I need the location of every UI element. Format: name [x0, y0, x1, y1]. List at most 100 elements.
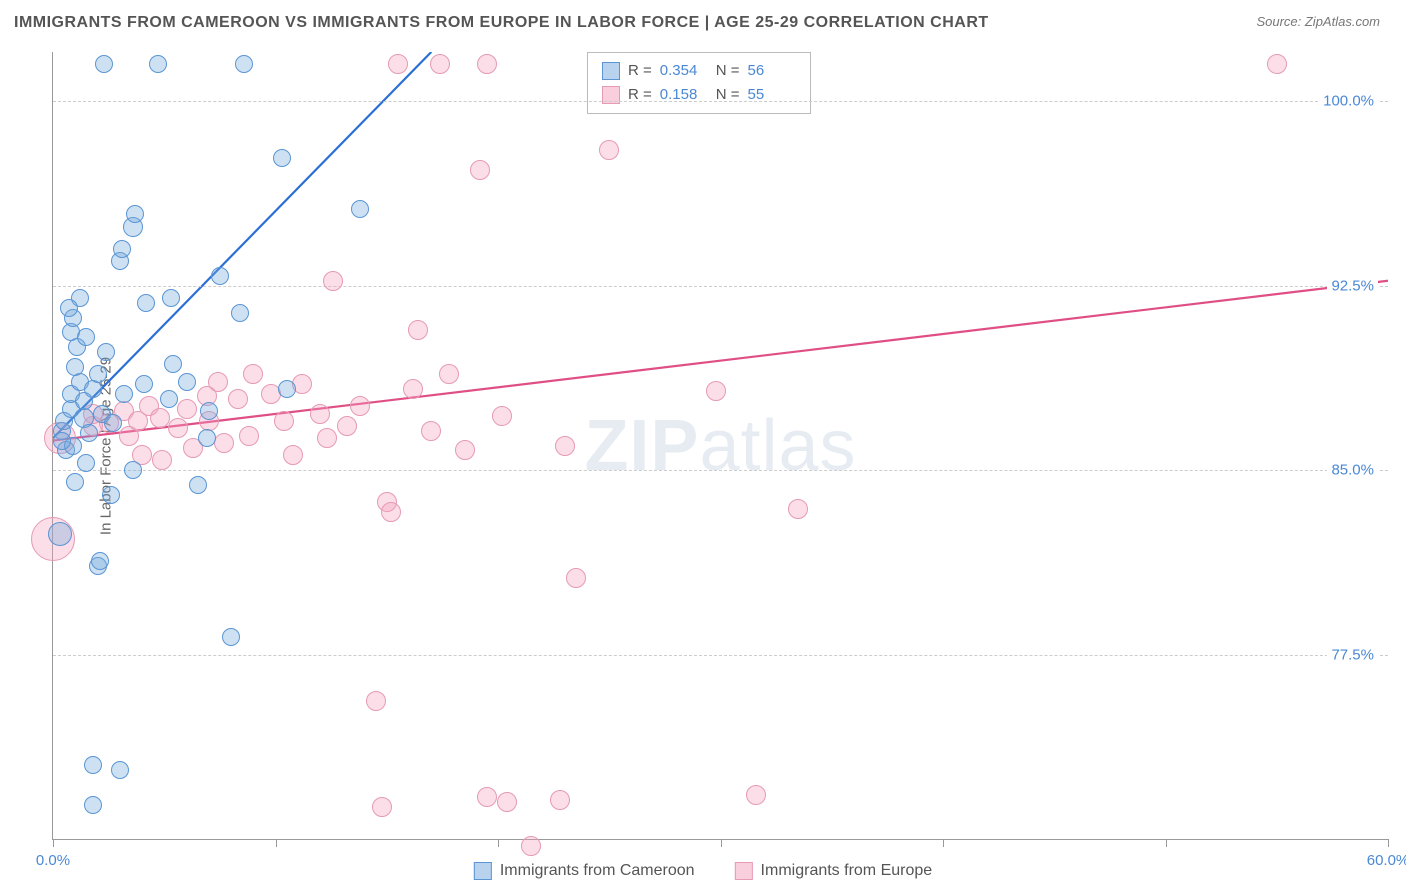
- y-tick-label: 85.0%: [1327, 462, 1378, 479]
- scatter-point-pink: [350, 396, 370, 416]
- scatter-point-blue: [149, 55, 167, 73]
- x-tick: [276, 839, 277, 847]
- scatter-point-blue: [91, 552, 109, 570]
- scatter-point-pink: [283, 445, 303, 465]
- scatter-point-blue: [189, 476, 207, 494]
- scatter-point-blue: [351, 200, 369, 218]
- r-value-pink: 0.158: [660, 83, 708, 107]
- y-tick-label: 92.5%: [1327, 277, 1378, 294]
- scatter-point-pink: [274, 411, 294, 431]
- stat-row-pink: R = 0.158 N = 55: [602, 83, 796, 107]
- legend-label-blue: Immigrants from Cameroon: [500, 862, 695, 880]
- scatter-point-pink: [403, 379, 423, 399]
- scatter-point-blue: [278, 380, 296, 398]
- scatter-point-pink: [228, 389, 248, 409]
- scatter-point-blue: [77, 454, 95, 472]
- scatter-point-blue: [77, 328, 95, 346]
- scatter-point-blue: [164, 355, 182, 373]
- scatter-point-pink: [421, 421, 441, 441]
- scatter-point-pink: [388, 54, 408, 74]
- scatter-point-pink: [381, 502, 401, 522]
- scatter-point-pink: [746, 785, 766, 805]
- watermark: ZIPatlas: [584, 405, 856, 487]
- x-tick: [943, 839, 944, 847]
- scatter-point-pink: [337, 416, 357, 436]
- y-tick-label: 100.0%: [1319, 93, 1378, 110]
- scatter-point-pink: [477, 54, 497, 74]
- scatter-point-blue: [102, 486, 120, 504]
- scatter-point-blue: [111, 761, 129, 779]
- scatter-point-blue: [84, 796, 102, 814]
- legend: Immigrants from Cameroon Immigrants from…: [474, 862, 932, 880]
- scatter-point-blue: [160, 390, 178, 408]
- scatter-point-pink: [550, 790, 570, 810]
- x-tick: [721, 839, 722, 847]
- scatter-point-pink: [430, 54, 450, 74]
- legend-item-pink: Immigrants from Europe: [735, 862, 933, 880]
- scatter-point-pink: [470, 160, 490, 180]
- legend-swatch-pink-icon: [735, 862, 753, 880]
- scatter-point-blue: [60, 299, 78, 317]
- swatch-blue-icon: [602, 62, 620, 80]
- scatter-point-pink: [317, 428, 337, 448]
- source-attribution: Source: ZipAtlas.com: [1256, 14, 1380, 29]
- legend-swatch-blue-icon: [474, 862, 492, 880]
- scatter-point-pink: [566, 568, 586, 588]
- scatter-point-pink: [168, 418, 188, 438]
- scatter-point-pink: [439, 364, 459, 384]
- x-tick-label: 60.0%: [1367, 852, 1406, 869]
- scatter-point-pink: [492, 406, 512, 426]
- scatter-point-blue: [162, 289, 180, 307]
- scatter-point-blue: [48, 522, 72, 546]
- x-tick: [1166, 839, 1167, 847]
- scatter-point-blue: [124, 461, 142, 479]
- y-tick-label: 77.5%: [1327, 646, 1378, 663]
- chart-title: IMMIGRANTS FROM CAMEROON VS IMMIGRANTS F…: [14, 14, 989, 32]
- scatter-point-blue: [222, 628, 240, 646]
- scatter-point-blue: [198, 429, 216, 447]
- scatter-point-blue: [135, 375, 153, 393]
- gridline: [53, 655, 1388, 656]
- scatter-point-pink: [1267, 54, 1287, 74]
- scatter-point-pink: [243, 364, 263, 384]
- stat-row-blue: R = 0.354 N = 56: [602, 59, 796, 83]
- n-value-pink: 55: [748, 83, 796, 107]
- scatter-point-pink: [477, 787, 497, 807]
- x-tick-label: 0.0%: [36, 852, 70, 869]
- r-label: R =: [628, 83, 652, 107]
- scatter-point-pink: [152, 450, 172, 470]
- correlation-stats-box: R = 0.354 N = 56 R = 0.158 N = 55: [587, 52, 811, 114]
- scatter-point-pink: [372, 797, 392, 817]
- scatter-point-pink: [521, 836, 541, 856]
- scatter-point-pink: [323, 271, 343, 291]
- x-tick: [1388, 839, 1389, 847]
- scatter-point-blue: [178, 373, 196, 391]
- scatter-point-pink: [497, 792, 517, 812]
- scatter-point-pink: [555, 436, 575, 456]
- scatter-point-blue: [235, 55, 253, 73]
- scatter-point-blue: [104, 414, 122, 432]
- scatter-point-blue: [84, 756, 102, 774]
- scatter-point-blue: [113, 240, 131, 258]
- scatter-point-pink: [788, 499, 808, 519]
- scatter-point-blue: [231, 304, 249, 322]
- scatter-point-blue: [126, 205, 144, 223]
- scatter-point-blue: [53, 432, 71, 450]
- scatter-point-blue: [137, 294, 155, 312]
- scatter-point-pink: [208, 372, 228, 392]
- scatter-point-pink: [366, 691, 386, 711]
- watermark-bold: ZIP: [584, 406, 699, 486]
- legend-item-blue: Immigrants from Cameroon: [474, 862, 695, 880]
- x-tick: [53, 839, 54, 847]
- scatter-point-blue: [66, 473, 84, 491]
- scatter-point-pink: [599, 140, 619, 160]
- n-value-blue: 56: [748, 59, 796, 83]
- trend-lines-layer: [53, 52, 1388, 839]
- scatter-point-blue: [273, 149, 291, 167]
- scatter-point-pink: [455, 440, 475, 460]
- scatter-point-blue: [200, 402, 218, 420]
- scatter-point-blue: [97, 343, 115, 361]
- scatter-plot-area: In Labor Force | Age 25-29 ZIPatlas R = …: [52, 52, 1388, 840]
- scatter-point-blue: [80, 424, 98, 442]
- scatter-point-pink: [408, 320, 428, 340]
